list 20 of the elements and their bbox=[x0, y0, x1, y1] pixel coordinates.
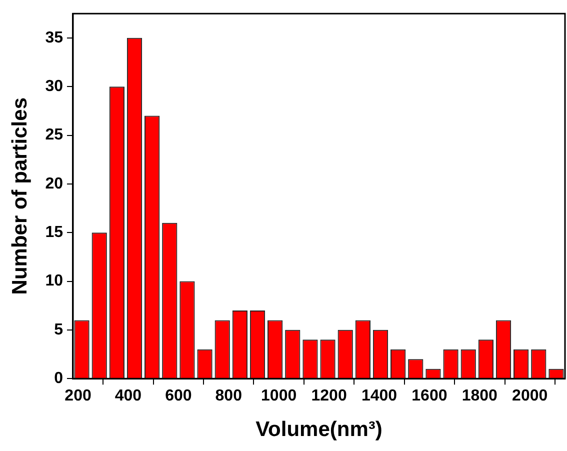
y-tick-label: 30 bbox=[45, 78, 64, 96]
x-tick-label: 1400 bbox=[361, 388, 398, 405]
y-axis-title: Number of particles bbox=[8, 97, 32, 295]
x-tick-label: 400 bbox=[114, 388, 142, 405]
y-tick-label: 15 bbox=[45, 224, 64, 242]
x-axis-title: Volume(nm³) bbox=[256, 418, 382, 442]
x-tick-label: 1000 bbox=[261, 388, 297, 405]
y-tick-label: 20 bbox=[45, 175, 64, 192]
x-tick-label: 200 bbox=[64, 388, 92, 405]
y-tick-label: 25 bbox=[45, 126, 64, 144]
y-tick-label: 10 bbox=[45, 272, 64, 290]
x-tick-label: 800 bbox=[215, 388, 242, 405]
x-tick-label: 2000 bbox=[512, 388, 548, 405]
x-tick-label: 600 bbox=[165, 388, 192, 405]
y-tick-label: 35 bbox=[45, 29, 64, 46]
x-tick-label: 1600 bbox=[412, 388, 448, 405]
x-tick-label: 1800 bbox=[462, 388, 498, 405]
y-tick-label: 0 bbox=[54, 370, 64, 388]
y-tick-label: 5 bbox=[54, 321, 64, 338]
x-tick-label: 1200 bbox=[311, 388, 347, 405]
